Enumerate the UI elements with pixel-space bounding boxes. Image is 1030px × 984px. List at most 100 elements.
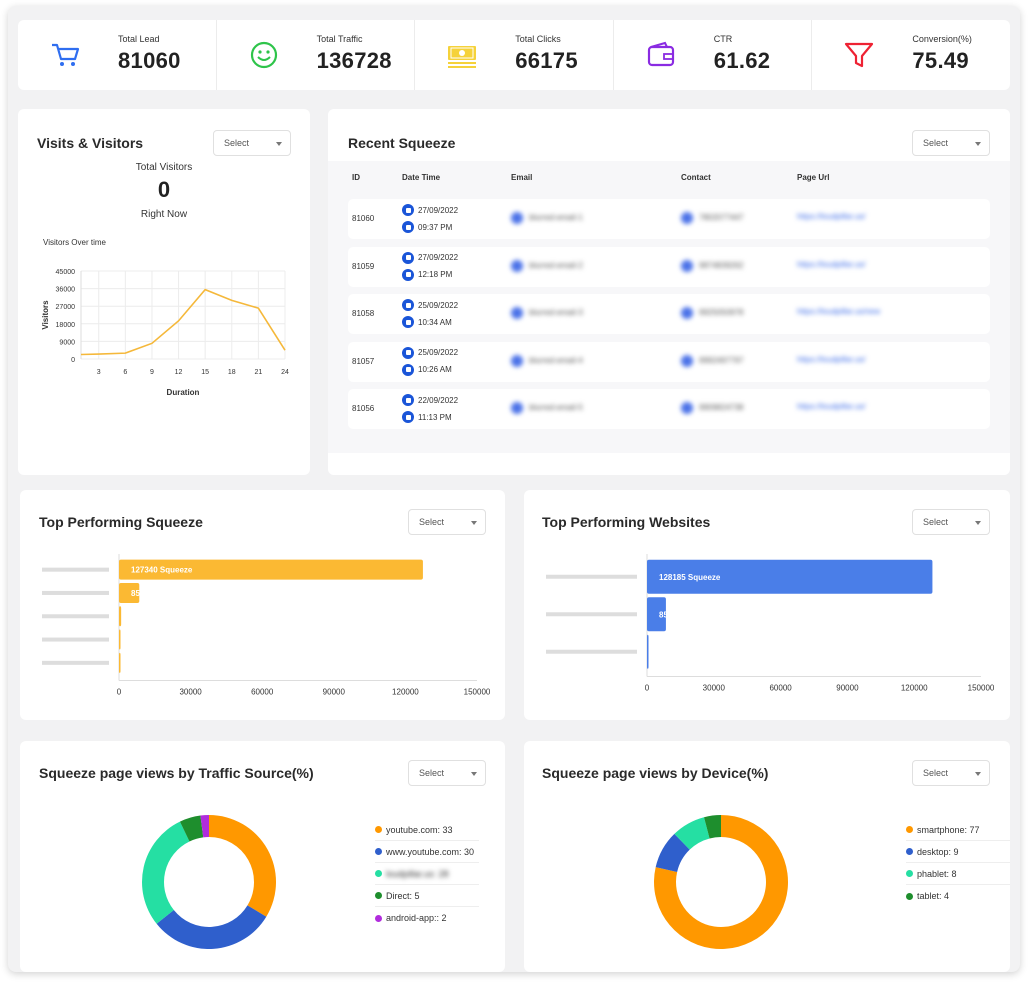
row-time: 09:37 PM	[402, 221, 452, 233]
x-tick-label: 6	[123, 369, 127, 376]
stat-label: CTR	[713, 34, 733, 44]
row-url-text: https://loudpillar.us/	[797, 212, 866, 221]
phone-icon	[681, 402, 693, 414]
row-date-text: 22/09/2022	[418, 395, 459, 405]
row-page-url[interactable]: https://loudpillar.us/	[797, 402, 865, 414]
row-date-text: 27/09/2022	[418, 205, 459, 215]
table-row[interactable]: 81056 22/09/2022 11:13 PM blurred-email-5 99…	[348, 389, 990, 429]
legend-item: www.youtube.com: 30	[375, 841, 479, 863]
legend-label: loudpillar.us: 28	[386, 868, 449, 879]
legend-swatch	[375, 892, 382, 899]
row-contact-text: 9992497797	[699, 355, 744, 365]
legend-label: Direct: 5	[386, 890, 420, 901]
bar-data-label: 127340 Squeeze	[131, 566, 193, 575]
chart-title: Visitors Over time	[43, 238, 106, 247]
bar	[119, 559, 423, 580]
funnel-icon	[845, 42, 874, 68]
row-time: 10:26 AM	[402, 363, 452, 376]
row-date: 27/09/2022	[402, 204, 458, 216]
recent-header	[328, 109, 1010, 161]
row-contact-text: 7802077447	[699, 213, 744, 223]
legend-swatch	[375, 870, 382, 877]
x-tick-label: 0	[117, 688, 122, 697]
row-date: 25/09/2022	[402, 299, 458, 311]
row-id: 81059	[352, 261, 375, 271]
x-tick-label: 60000	[251, 688, 274, 697]
legend-label: youtube.com: 33	[386, 824, 453, 835]
chevron-down-icon	[975, 142, 981, 146]
stat-total-traffic: Total Traffic 136728	[217, 20, 416, 90]
top-websites-card: Top Performing Websites Select 0 30000 600…	[524, 490, 1010, 720]
websites-select[interactable]: Select	[912, 509, 990, 535]
cart-icon	[52, 43, 80, 66]
total-visitors-value: 0	[157, 177, 171, 202]
row-page-url[interactable]: https://loudpillar.us/	[797, 260, 865, 272]
x-tick-label: 15	[201, 369, 209, 376]
x-tick-label: 9	[150, 369, 154, 376]
row-url-text: https://loudpillar.us/	[797, 354, 866, 364]
legend-swatch	[906, 848, 913, 855]
right-now-label: Right Now	[140, 209, 188, 220]
row-id: 81058	[352, 309, 375, 318]
chevron-down-icon	[975, 521, 981, 525]
phone-icon	[681, 307, 693, 319]
table-row[interactable]: 81060 27/09/2022 09:37 PM blurred-email-1 78…	[348, 199, 990, 239]
traffic-source-legend: youtube.com: 33 www.youtube.com: 30 loudpi…	[375, 819, 479, 929]
row-email-text: blurred-email-5	[529, 403, 583, 413]
y-tick-label: 18000	[56, 322, 76, 329]
row-contact-text: 9909824738	[699, 403, 744, 413]
select-label: Select	[224, 138, 250, 148]
row-email: blurred-email-3	[511, 307, 583, 319]
stat-total-clicks: Total Clicks 66175	[415, 20, 614, 90]
email-icon	[511, 307, 523, 319]
calendar-icon	[402, 394, 414, 406]
bar	[647, 634, 649, 669]
device-select[interactable]: Select	[912, 760, 990, 786]
row-page-url[interactable]: https://loudpillar.us/	[797, 212, 865, 224]
row-id: 81060	[352, 214, 375, 223]
row-contact: 9874839262	[681, 259, 744, 272]
row-time-text: 10:26 AM	[418, 365, 452, 374]
y-tick-label: 36000	[56, 287, 76, 294]
top-websites-bar-chart: 0 30000 60000 90000 120000 150000 128185 Squee…	[546, 554, 995, 693]
email-icon	[511, 212, 523, 224]
y-axis-label: Visitors	[41, 300, 50, 330]
bar	[119, 629, 121, 650]
legend-item: Direct: 5	[375, 885, 479, 907]
row-id: 81056	[352, 404, 375, 413]
row-page-url[interactable]: https://loudpillar.us/new	[797, 307, 880, 319]
recent-select[interactable]: Select	[912, 130, 990, 156]
row-time-text: 09:37 PM	[418, 222, 453, 232]
row-email-text: blurred-email-2	[529, 260, 583, 270]
visits-select[interactable]: Select	[213, 130, 291, 156]
y-tick-label: 0	[71, 357, 75, 364]
email-icon	[511, 402, 523, 414]
card-title: Visits & Visitors	[37, 135, 144, 151]
legend-item: phablet: 8	[906, 863, 1010, 885]
header-id: ID	[352, 173, 360, 182]
table-row[interactable]: 81057 25/09/2022 10:26 AM blurred-email-4 99…	[348, 341, 990, 382]
legend-label: android-app:: 2	[386, 913, 447, 923]
row-contact: 7802077447	[681, 212, 744, 224]
smiley-icon	[250, 41, 277, 69]
visitors-line	[80, 288, 286, 356]
donut-slice	[674, 817, 710, 850]
stat-ctr: CTR 61.62	[614, 20, 813, 90]
stat-conversion: Conversion(%) 75.49	[812, 20, 1010, 90]
select-label: Select	[923, 768, 949, 778]
row-date: 22/09/2022	[402, 394, 458, 406]
row-page-url[interactable]: https://loudpillar.us/	[797, 355, 865, 367]
table-row[interactable]: 81059 27/09/2022 12:18 PM blurred-email-2 98…	[348, 246, 990, 287]
traffic-select[interactable]: Select	[408, 760, 486, 786]
row-email-text: blurred-email-3	[529, 308, 583, 318]
chevron-down-icon	[471, 521, 477, 525]
calendar-icon	[402, 346, 414, 359]
legend-item: desktop: 9	[906, 841, 1010, 863]
legend-swatch	[375, 848, 382, 855]
squeeze-select[interactable]: Select	[408, 509, 486, 535]
legend-label: www.youtube.com: 30	[386, 846, 475, 857]
y-tick-label: 27000	[56, 304, 76, 311]
row-id: 81057	[352, 356, 375, 366]
legend-swatch	[375, 826, 382, 833]
table-row[interactable]: 81058 25/09/2022 10:34 AM blurred-email-3 99…	[348, 294, 990, 334]
